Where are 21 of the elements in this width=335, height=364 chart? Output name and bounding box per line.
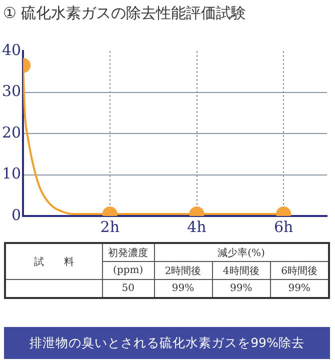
x-tick-label: 4h <box>187 218 207 236</box>
text: 50 <box>102 280 154 298</box>
y-tick-label: 10 <box>2 164 22 183</box>
text: (ppm) <box>102 262 154 280</box>
text: 2時間後 <box>154 262 212 280</box>
text: 4時間後 <box>212 262 270 280</box>
text: 99% <box>154 280 212 298</box>
text: 排泄物の臭いとされる硫化水素ガスを99%除去 <box>4 327 330 359</box>
text: 減少率(%) <box>154 243 329 262</box>
text: 初発濃度 <box>102 243 154 262</box>
y-tick-label: 30 <box>2 82 22 100</box>
y-tick-label: 20 <box>2 123 22 142</box>
chart-title: ① 硫化水素ガスの除去性能評価試験 <box>3 4 246 23</box>
x-tick-label: 2h <box>100 218 120 236</box>
text: 6時間後 <box>270 262 329 280</box>
text: 99% <box>212 280 270 298</box>
text: 99% <box>270 280 329 298</box>
text: 試 料 <box>5 243 102 280</box>
y-tick-label: 0 <box>12 206 22 224</box>
x-tick-label: 6h <box>274 218 294 236</box>
y-tick-label: 40 <box>2 40 22 59</box>
